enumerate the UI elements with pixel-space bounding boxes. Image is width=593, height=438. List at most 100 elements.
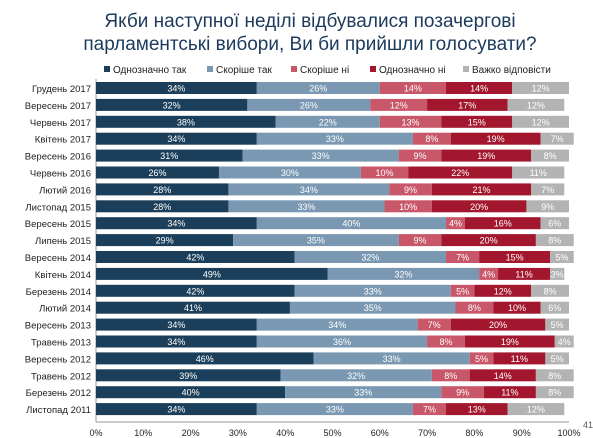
bar-segment	[535, 369, 574, 382]
x-tick-label: 90%	[513, 428, 531, 438]
data-label: 5%	[551, 320, 564, 330]
bar-segment	[441, 386, 484, 399]
bar-segment	[96, 115, 276, 128]
bar-segment	[275, 115, 380, 128]
x-tick-label: 50%	[323, 428, 341, 438]
bar-segment	[531, 284, 569, 297]
bar-segment	[96, 267, 328, 280]
data-label: 12%	[390, 100, 408, 110]
bar-segment	[233, 234, 399, 247]
bar-segment	[498, 267, 551, 280]
category-label: Вересень 2015	[25, 219, 91, 230]
data-label: 42%	[186, 286, 204, 296]
data-label: 12%	[532, 117, 550, 127]
x-tick-label: 30%	[229, 428, 247, 438]
legend-label: Скоріше так	[216, 65, 272, 76]
data-label: 20%	[470, 202, 488, 212]
bar-segment	[294, 284, 451, 297]
data-label: 46%	[196, 354, 214, 364]
bar-segment	[554, 335, 574, 348]
bar-segment	[96, 335, 257, 348]
bar-segment	[412, 403, 447, 416]
bar-segment	[427, 335, 465, 348]
data-label: 17%	[458, 100, 476, 110]
bar-segment	[469, 352, 494, 365]
data-label: 9%	[541, 202, 554, 212]
bar-segment	[474, 284, 532, 297]
bar-segment	[469, 369, 536, 382]
bar-segment	[313, 352, 470, 365]
data-label: 34%	[167, 134, 185, 144]
x-tick-label: 40%	[276, 428, 294, 438]
bar-segment	[545, 318, 569, 331]
bar-segment	[256, 403, 413, 416]
data-label: 33%	[297, 202, 315, 212]
data-label: 7%	[456, 253, 469, 263]
data-label: 8%	[440, 337, 453, 347]
data-label: 5%	[555, 253, 568, 263]
data-label: 11%	[501, 388, 518, 398]
data-label: 5%	[551, 354, 564, 364]
bar-segment	[412, 132, 451, 145]
bar-segment	[431, 183, 532, 196]
bar-segment	[427, 98, 508, 111]
bar-segment	[96, 386, 286, 399]
data-label: 4%	[482, 269, 495, 279]
bar-segment	[450, 132, 541, 145]
legend-swatch	[207, 66, 213, 72]
bar-segment	[550, 251, 574, 263]
data-label: 16%	[494, 219, 512, 229]
data-label: 22%	[319, 117, 337, 127]
x-tick-label: 60%	[371, 428, 389, 438]
bar-segment	[450, 318, 546, 331]
bar-segment	[96, 183, 229, 196]
chart-title: Якби наступної неділі відбувалися позаче…	[83, 11, 537, 55]
bar-segment	[285, 386, 442, 399]
data-label: 32%	[347, 371, 365, 381]
bar-segment	[526, 200, 569, 213]
bar-segment	[512, 82, 569, 94]
data-label: 7%	[551, 134, 564, 144]
bar-segment	[384, 200, 432, 213]
legend-swatch	[291, 66, 297, 72]
data-label: 32%	[394, 269, 412, 279]
data-label: 34%	[167, 405, 185, 415]
bar-segment	[379, 115, 442, 128]
bar-segment	[431, 369, 470, 382]
data-label: 3%	[551, 269, 564, 279]
data-label: 34%	[167, 337, 185, 347]
data-label: 33%	[312, 151, 330, 161]
data-label: 31%	[160, 151, 178, 161]
bar-segment	[242, 149, 399, 162]
bar-segment	[256, 132, 413, 145]
data-label: 9%	[413, 236, 426, 246]
data-label: 19%	[477, 151, 495, 161]
category-label: Вересень 2016	[25, 152, 91, 163]
data-label: 36%	[333, 337, 351, 347]
data-label: 40%	[182, 388, 200, 398]
bar-segment	[446, 217, 465, 230]
bar-segment	[96, 98, 248, 111]
category-label: Квітень 2014	[35, 270, 91, 281]
data-label: 33%	[364, 286, 382, 296]
category-label: Березень 2012	[26, 388, 91, 399]
bar-segment	[289, 301, 456, 314]
data-label: 34%	[328, 320, 346, 330]
bar-segment	[531, 149, 569, 162]
bar-segment	[464, 217, 541, 230]
bar-segment	[479, 251, 551, 263]
data-label: 13%	[468, 405, 486, 415]
bar-segment	[370, 98, 428, 111]
category-label: Липень 2015	[35, 236, 91, 247]
data-label: 49%	[203, 269, 221, 279]
bar-segment	[441, 234, 536, 247]
data-label: 12%	[494, 286, 512, 296]
category-label: Травень 2013	[31, 338, 91, 349]
bar-segment	[256, 82, 380, 94]
data-label: 15%	[506, 253, 524, 263]
data-label: 9%	[456, 388, 469, 398]
legend-label: Важко відповісти	[472, 65, 551, 76]
category-label: Лютий 2016	[39, 185, 91, 196]
data-label: 12%	[527, 405, 545, 415]
